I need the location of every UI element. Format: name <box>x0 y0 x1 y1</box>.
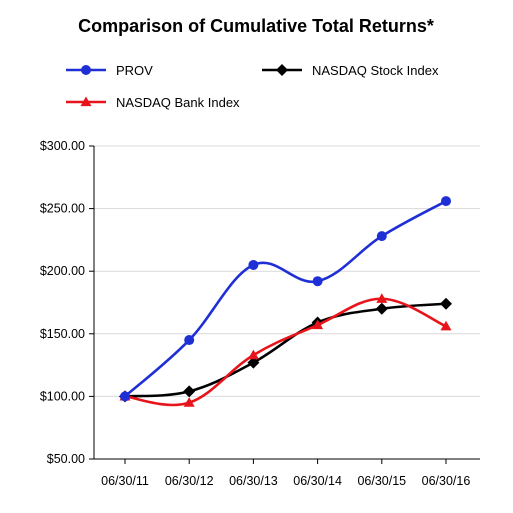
series-line-nasdaq-stock-index <box>124 302 447 398</box>
x-tick-label: 06/30/15 <box>357 474 406 488</box>
data-point-nasdaq-stock-index <box>440 297 452 310</box>
data-point-prov <box>248 259 259 270</box>
series-layer <box>119 196 452 407</box>
data-point-nasdaq-bank-index <box>247 349 259 360</box>
chart-title: Comparison of Cumulative Total Returns* <box>78 16 434 36</box>
data-point-nasdaq-bank-index <box>376 293 388 303</box>
data-point-prov <box>120 391 130 402</box>
y-tick-label: $250.00 <box>40 202 85 216</box>
series-nasdaq-bank-index <box>119 293 452 407</box>
series-line-prov <box>124 199 447 398</box>
series-nasdaq-stock-index <box>119 297 452 403</box>
y-tick-label: $50.00 <box>47 452 85 466</box>
legend-label: PROV <box>116 63 153 78</box>
x-tick-label: 06/30/12 <box>165 474 214 488</box>
data-point-nasdaq-bank-index <box>312 319 324 330</box>
y-tick-label: $300.00 <box>40 139 85 153</box>
legend-marker <box>80 96 92 107</box>
x-tick-label: 06/30/16 <box>422 474 471 488</box>
y-tick-label: $200.00 <box>40 264 85 278</box>
legend-marker <box>81 65 91 75</box>
legend-item-nasdaq-bank-index: NASDAQ Bank Index <box>66 95 240 110</box>
legend-marker <box>276 64 288 76</box>
data-point-prov <box>441 196 451 207</box>
data-point-nasdaq-bank-index <box>440 320 452 331</box>
legend-label: NASDAQ Stock Index <box>312 63 439 78</box>
y-tick-label: $150.00 <box>40 327 85 341</box>
data-point-nasdaq-stock-index <box>183 385 196 398</box>
legend-item-prov: PROV <box>66 63 153 78</box>
axes: $50.00 $100.00 $150.00 $200.00 $250.00 $300.0… <box>40 139 480 488</box>
x-tick-label: 06/30/11 <box>101 474 149 488</box>
data-point-prov <box>184 335 195 346</box>
series-prov <box>120 196 451 402</box>
legend-item-nasdaq-stock-index: NASDAQ Stock Index <box>262 63 439 78</box>
x-tick-label: 06/30/14 <box>293 474 342 488</box>
data-point-nasdaq-stock-index <box>247 356 260 369</box>
data-point-prov <box>312 276 323 287</box>
legend: PROV NASDAQ Stock Index NASDAQ Bank Index <box>66 63 439 110</box>
data-point-nasdaq-bank-index <box>183 397 195 407</box>
data-point-nasdaq-stock-index <box>375 302 388 315</box>
x-tick-label: 06/30/13 <box>229 474 278 488</box>
y-tick-label: $100.00 <box>40 389 85 403</box>
legend-label: NASDAQ Bank Index <box>116 95 240 110</box>
series-line-nasdaq-bank-index <box>124 297 447 407</box>
data-point-prov <box>376 231 387 242</box>
